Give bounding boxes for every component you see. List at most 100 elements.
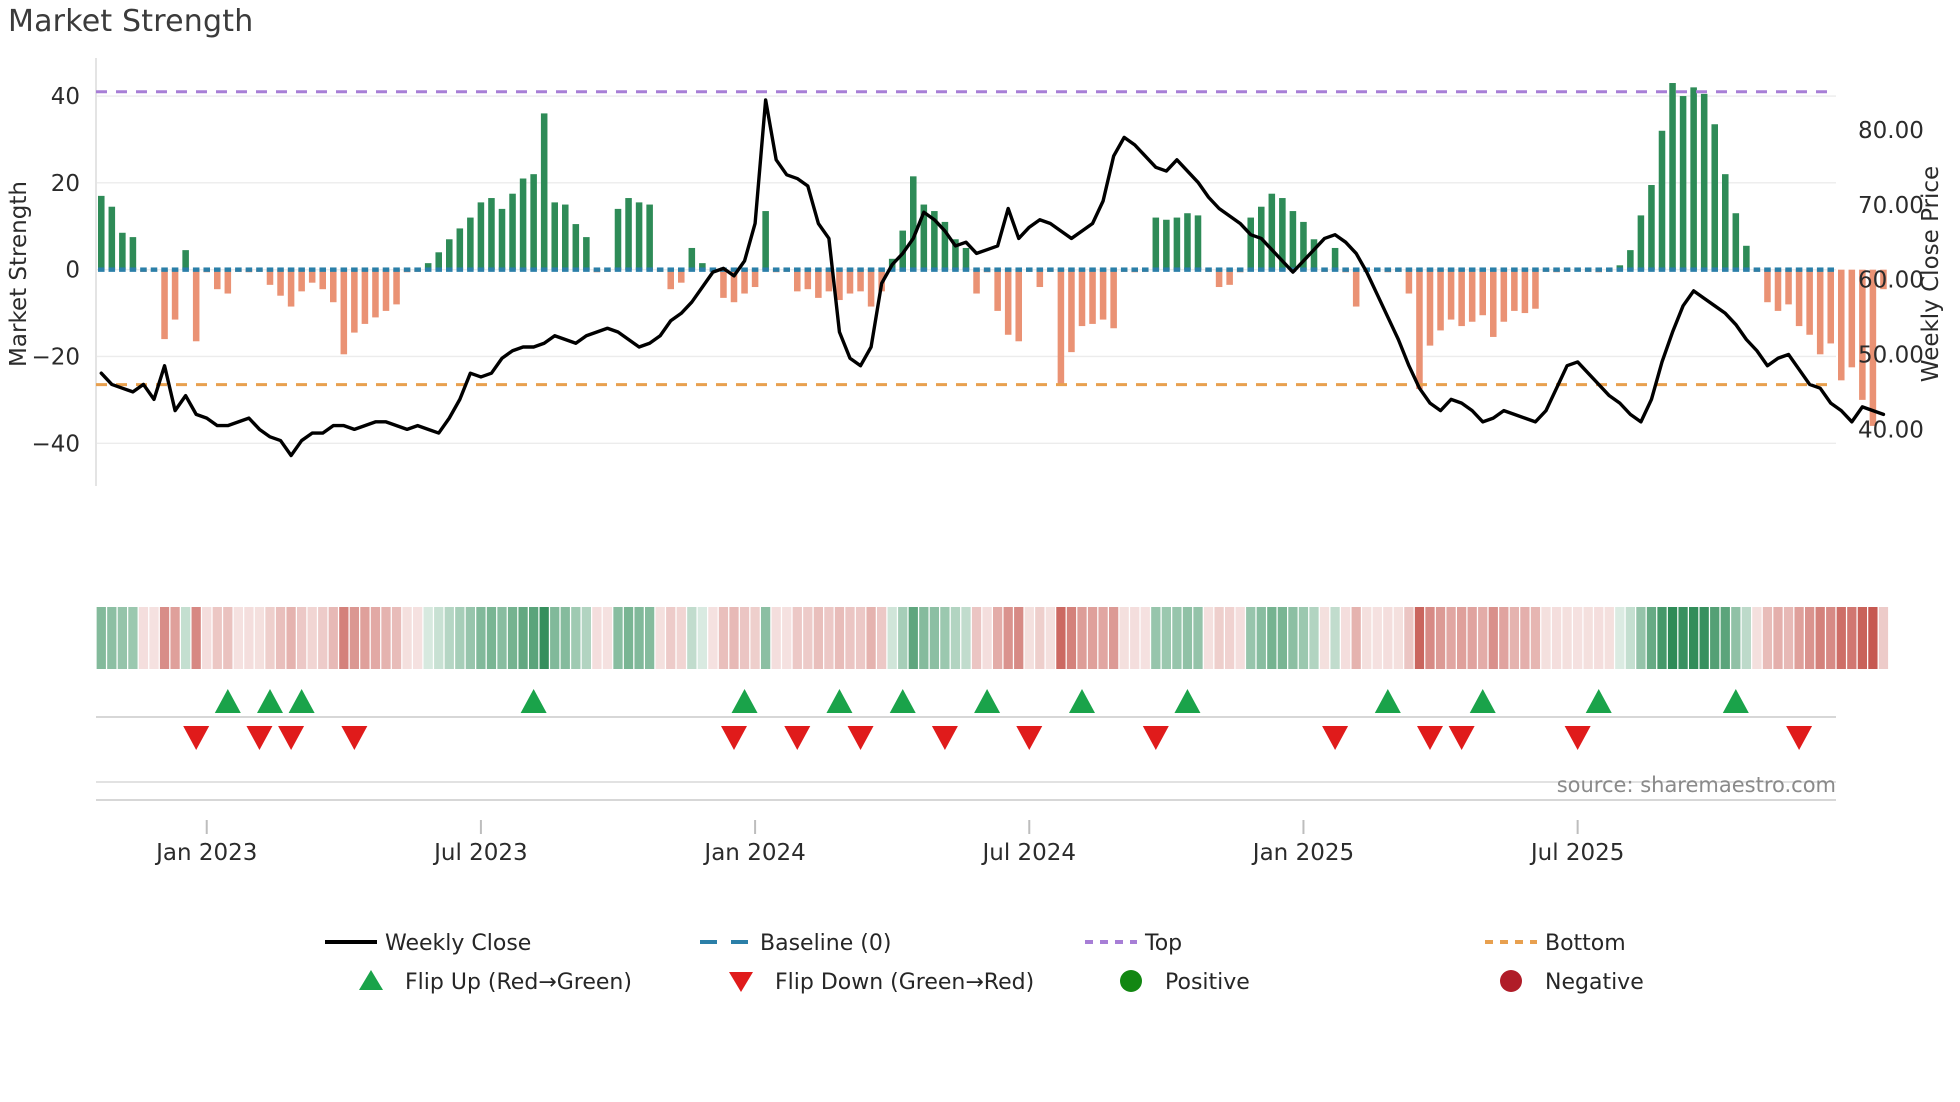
strength-bar: [836, 269, 843, 301]
flip-down-marker: [1786, 726, 1813, 750]
baseline-dash: [1120, 267, 1128, 272]
heatmap-cell: [1604, 607, 1614, 669]
heatmap-cell: [876, 607, 887, 669]
baseline-dash: [1215, 267, 1223, 272]
strength-bar: [720, 269, 727, 298]
heatmap-cell: [1752, 607, 1762, 669]
x-axis-tick: Jan 2024: [702, 840, 805, 866]
baseline-dash: [920, 267, 928, 272]
baseline-dash: [308, 267, 316, 272]
heatmap-cell: [571, 607, 581, 669]
strength-bar: [1110, 269, 1117, 329]
heatmap-cell: [550, 607, 560, 669]
legend-item: Negative: [1500, 970, 1644, 995]
strength-bar: [1268, 193, 1276, 270]
heatmap-cell: [212, 607, 222, 669]
flip-up-marker: [974, 689, 1001, 713]
baseline-dash: [1247, 267, 1254, 272]
heatmap-cell: [676, 607, 686, 669]
baseline-dash: [1057, 267, 1065, 272]
heatmap-cell: [623, 607, 634, 669]
baseline-dash: [1152, 267, 1160, 272]
heatmap-cell: [1857, 607, 1868, 669]
flip-up-marker: [1174, 689, 1201, 713]
strength-bar: [741, 269, 748, 294]
heatmap-cell: [687, 607, 697, 669]
weekly-close-line: [99, 98, 1886, 458]
baseline-dash: [1806, 267, 1813, 272]
reference-lines: [96, 90, 1836, 387]
strength-bar: [1732, 213, 1740, 270]
heatmap-cell: [866, 607, 876, 669]
strength-bar: [846, 269, 854, 294]
baseline-dash: [931, 267, 938, 272]
strength-bar: [382, 269, 390, 311]
heatmap-cell: [1594, 607, 1604, 669]
flip-down-marker: [1016, 726, 1043, 750]
strength-bar: [1405, 269, 1413, 294]
flip-up-marker: [889, 689, 916, 713]
baseline-dash: [1595, 267, 1602, 272]
flip-down-marker: [278, 726, 305, 750]
strength-bar: [435, 252, 442, 270]
strength-bar: [572, 224, 580, 270]
strength-bar: [1764, 269, 1771, 303]
baseline-dash: [667, 267, 674, 272]
heatmap-cell: [1024, 607, 1034, 669]
baseline-dash: [815, 267, 822, 272]
strength-bar: [182, 250, 189, 270]
flip-down-marker: [246, 726, 273, 750]
baseline-dash: [825, 267, 833, 272]
strength-bar: [1194, 215, 1202, 270]
baseline-dash: [1437, 267, 1444, 272]
heatmap-cell: [1045, 607, 1056, 669]
strength-bar: [635, 202, 643, 270]
baseline-dash: [1679, 267, 1687, 272]
strength-bar: [1722, 174, 1729, 270]
strength-bar: [424, 263, 432, 270]
baseline-dash: [1004, 267, 1012, 272]
legend-item: Weekly Close: [325, 931, 531, 956]
strength-bar: [393, 269, 400, 305]
heatmap-cell: [1182, 607, 1193, 669]
flip-up-marker: [1069, 689, 1095, 713]
heatmap-cell: [455, 607, 465, 669]
strength-bar: [762, 211, 769, 270]
baseline-dash: [1352, 267, 1360, 272]
strength-bar: [1163, 219, 1170, 270]
baseline-dash: [1395, 267, 1402, 272]
legend-label: Baseline (0): [760, 931, 891, 956]
strength-bar: [1289, 211, 1297, 270]
baseline-dash: [1384, 267, 1392, 272]
strength-bar: [224, 269, 232, 294]
strength-bar: [1215, 269, 1223, 288]
heatmap-cell: [1066, 607, 1077, 669]
baseline-dash: [256, 267, 263, 272]
baseline-dash: [1110, 267, 1117, 272]
baseline-dash: [1816, 267, 1824, 272]
baseline-dash: [751, 267, 759, 272]
heatmap-cell: [655, 607, 665, 669]
baseline-dash: [1405, 267, 1413, 272]
strength-bar: [815, 269, 822, 298]
baseline-dash: [530, 267, 537, 272]
strength-bar: [340, 269, 348, 355]
heatmap-cell: [1720, 607, 1730, 669]
strength-bar: [1743, 245, 1750, 270]
baseline-dash: [688, 267, 696, 272]
strength-bar: [1331, 247, 1339, 270]
baseline-dash: [192, 267, 200, 272]
baseline-dash: [1479, 267, 1486, 272]
strength-bar: [1880, 269, 1887, 290]
legend-label: Positive: [1165, 970, 1250, 995]
heatmap-cell: [328, 607, 338, 669]
flip-up-marker: [1469, 689, 1496, 713]
heatmap-cell: [1414, 607, 1425, 669]
heatmap-cell: [1804, 607, 1815, 669]
strength-bar: [952, 239, 959, 270]
strength-bar: [941, 221, 949, 270]
strength-bar: [98, 195, 105, 270]
strength-bar: [1838, 269, 1845, 381]
right-axis-tick: 50.00: [1858, 342, 1924, 368]
